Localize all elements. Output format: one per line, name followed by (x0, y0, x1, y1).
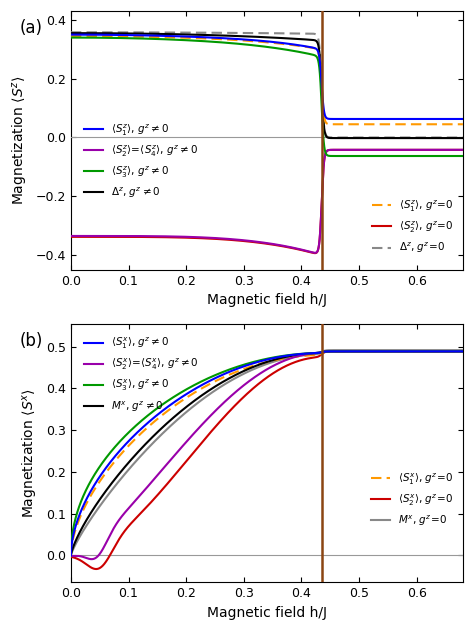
Text: (b): (b) (20, 332, 43, 350)
X-axis label: Magnetic field h/J: Magnetic field h/J (207, 293, 327, 307)
Text: (a): (a) (20, 19, 43, 37)
Legend: $\langle S_1^x\rangle$, $g^z\!=\!0$, $\langle S_2^x\rangle$, $g^z\!=\!0$, $M^x$,: $\langle S_1^x\rangle$, $g^z\!=\!0$, $\l… (367, 467, 458, 532)
Y-axis label: Magnetization $\langle S^z\rangle$: Magnetization $\langle S^z\rangle$ (11, 76, 30, 205)
Legend: $\langle S_1^z\rangle$, $g^z\!=\!0$, $\langle S_2^z\rangle$, $g^z\!=\!0$, $\Delt: $\langle S_1^z\rangle$, $g^z\!=\!0$, $\l… (368, 194, 458, 259)
X-axis label: Magnetic field h/J: Magnetic field h/J (207, 606, 327, 620)
Y-axis label: Magnetization $\langle S^x\rangle$: Magnetization $\langle S^x\rangle$ (21, 388, 40, 518)
